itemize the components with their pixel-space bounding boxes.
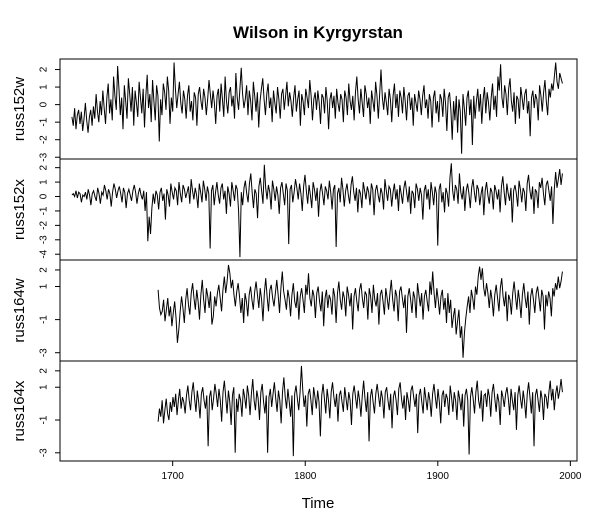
series-line	[157, 365, 563, 457]
y-tick-label: -3	[39, 152, 50, 161]
x-tick-label: 1900	[427, 471, 450, 482]
y-tick-label: -1	[39, 315, 50, 324]
y-tick-label: -2	[39, 135, 50, 144]
y-axis-label: russ164w	[11, 278, 28, 342]
y-axis-label: russ164x	[11, 380, 28, 441]
y-tick-label: -1	[39, 206, 50, 215]
y-tick-label: -1	[39, 117, 50, 126]
y-tick-label: 1	[39, 84, 50, 90]
y-tick-label: -1	[39, 415, 50, 424]
y-tick-label: 0	[39, 193, 50, 199]
y-tick-label: -4	[39, 249, 50, 258]
y-tick-label: -3	[39, 235, 50, 244]
x-axis-label: Time	[302, 495, 335, 512]
x-tick-label: 1700	[162, 471, 185, 482]
y-tick-label: -2	[39, 220, 50, 229]
series-line	[71, 163, 563, 258]
y-tick-label: -3	[39, 348, 50, 357]
panel-frame	[59, 58, 578, 160]
panels-group: 2 1 0 -1 -2 -3 russ152w 2 1 0 -1 -2 -3 -4 russ152x 2 1 -1…	[11, 58, 582, 482]
y-tick-label: 2	[39, 267, 50, 273]
x-tick-label: 1800	[294, 471, 317, 482]
y-tick-label: 1	[39, 384, 50, 390]
y-tick-label: -3	[39, 448, 50, 457]
x-tick-label: 2000	[559, 471, 582, 482]
y-tick-label: 2	[39, 66, 50, 72]
y-tick-label: 0	[39, 101, 50, 107]
y-tick-label: 2	[39, 164, 50, 170]
chart-title: Wilson in Kyrgyrstan	[233, 23, 403, 42]
y-axis-label: russ152x	[11, 179, 28, 240]
y-tick-label: 1	[39, 283, 50, 289]
y-tick-label: 2	[39, 368, 50, 374]
series-line	[157, 264, 563, 358]
y-axis-label: russ152w	[11, 77, 28, 141]
y-tick-label: 1	[39, 179, 50, 185]
series-line	[71, 62, 563, 154]
